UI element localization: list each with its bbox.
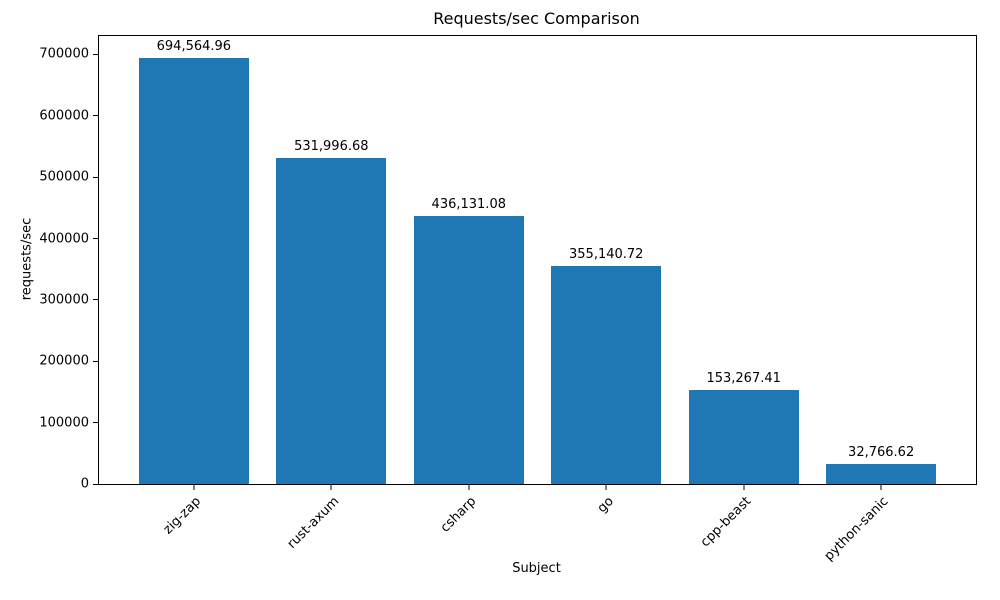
y-tick-label: 500000 xyxy=(39,169,89,185)
y-tick-mark xyxy=(93,238,98,240)
bar-rust-axum xyxy=(276,157,387,484)
y-tick-mark xyxy=(93,53,98,55)
bar-zig-zap xyxy=(138,57,249,484)
x-tick-label-text: go xyxy=(594,494,617,517)
y-tick-mark xyxy=(93,299,98,301)
y-tick-label: 300000 xyxy=(39,292,89,308)
x-tick-mark xyxy=(880,485,882,490)
y-tick-mark xyxy=(93,176,98,178)
x-tick-mark xyxy=(605,485,607,490)
bar-value-label: 531,996.68 xyxy=(294,138,369,154)
x-tick-label-text: python-sanic xyxy=(821,494,892,564)
y-tick-label: 200000 xyxy=(39,353,89,369)
y-tick-mark xyxy=(93,360,98,362)
x-tick-label-text: csharp xyxy=(437,494,480,536)
y-tick-label: 0 xyxy=(80,476,89,492)
bar-value-label: 153,267.41 xyxy=(706,370,781,386)
x-tick-mark xyxy=(330,485,332,490)
y-tick-label: 600000 xyxy=(39,108,89,124)
x-tick-mark xyxy=(743,485,745,490)
bar-csharp xyxy=(413,216,524,484)
x-tick-label-text: rust-axum xyxy=(284,494,342,552)
y-tick-mark xyxy=(93,422,98,424)
y-axis-label: requests/sec xyxy=(19,217,35,301)
y-tick-label: 100000 xyxy=(39,415,89,431)
y-tick-label: 700000 xyxy=(39,46,89,62)
bar-go xyxy=(551,266,662,484)
bar-cpp-beast xyxy=(688,389,799,484)
bar-value-label: 32,766.62 xyxy=(848,444,915,460)
x-tick-mark xyxy=(193,485,195,490)
y-tick-mark xyxy=(93,115,98,117)
plot-area: 0 100000 200000 300000 400000 500000 600000 700… xyxy=(39,35,977,564)
x-axis-label: Subject xyxy=(512,561,561,576)
y-tick-mark xyxy=(93,483,98,485)
x-tick-label-text: zig-zap xyxy=(161,494,205,538)
bar-value-label: 355,140.72 xyxy=(569,247,644,263)
bar-value-label: 694,564.96 xyxy=(156,38,232,54)
chart-title: Requests/sec Comparison xyxy=(433,9,640,28)
bar-python-sanic xyxy=(826,463,937,484)
x-tick-label-text: cpp-beast xyxy=(698,494,755,551)
x-tick-mark xyxy=(468,485,470,490)
y-tick-label: 400000 xyxy=(39,231,89,247)
bar-value-label: 436,131.08 xyxy=(431,197,506,213)
